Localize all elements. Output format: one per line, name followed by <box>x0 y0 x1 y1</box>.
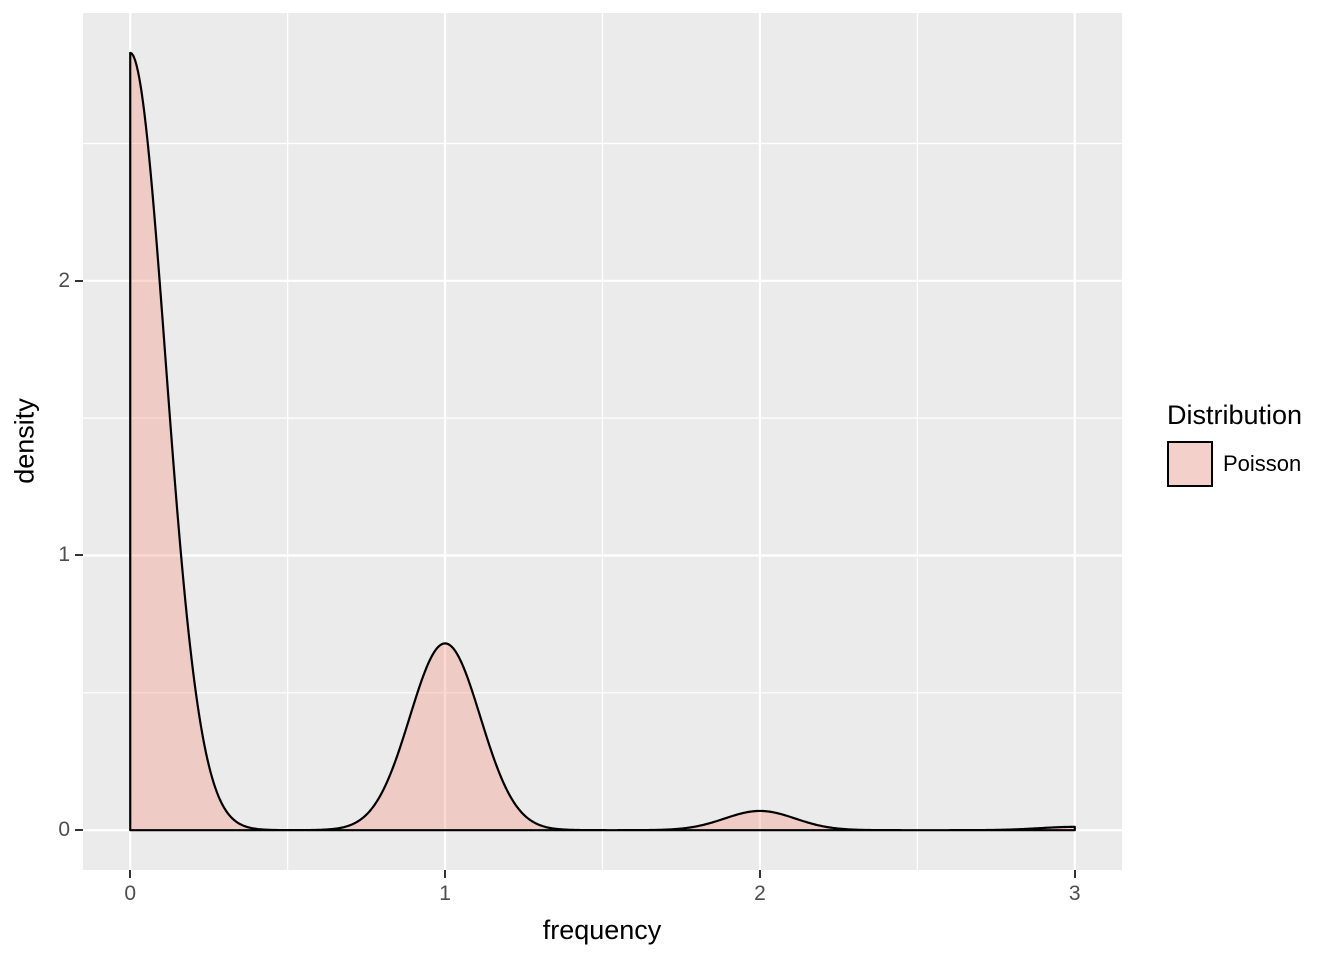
y-tick-label: 2 <box>58 268 70 292</box>
x-tick-mark <box>1073 870 1076 878</box>
legend: Distribution Poisson <box>1167 400 1337 487</box>
x-tick-mark <box>129 870 132 878</box>
y-axis-title: density <box>9 398 40 484</box>
x-tick-mark <box>444 870 447 878</box>
density-plot-canvas <box>83 13 1122 870</box>
y-tick-mark <box>75 554 83 557</box>
legend-key-fill <box>1169 443 1211 485</box>
x-tick-label: 0 <box>124 882 137 905</box>
x-tick-mark <box>758 870 761 878</box>
y-tick-mark <box>75 279 83 282</box>
legend-entry-label: Poisson <box>1223 451 1302 476</box>
x-axis-title: frequency <box>542 915 662 945</box>
legend-entry-poisson: Poisson <box>1167 441 1337 487</box>
x-tick-label: 1 <box>439 882 451 905</box>
legend-key-swatch <box>1167 441 1213 487</box>
y-tick-label: 0 <box>58 818 70 842</box>
density-area-poisson <box>129 51 1076 832</box>
plot-panel <box>83 13 1122 870</box>
x-tick-label: 3 <box>1068 882 1081 905</box>
y-tick-label: 1 <box>58 543 70 567</box>
x-tick-label: 2 <box>754 882 766 905</box>
y-tick-mark <box>75 829 83 832</box>
legend-title: Distribution <box>1167 400 1303 430</box>
